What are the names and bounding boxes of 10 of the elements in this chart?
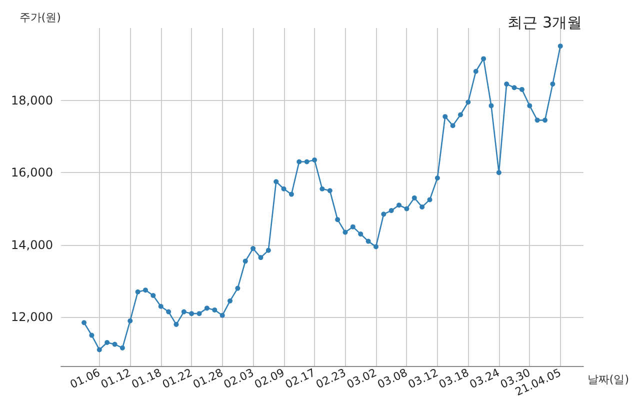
x-axis-title: 날짜(일) [587,373,630,386]
y-axis-title: 주가(원) [19,11,61,24]
x-tick-label: 01.12 [98,366,133,392]
chart-title: 최근 3개월 [508,14,582,32]
x-tick-label: 03.12 [406,366,440,392]
y-tick-label: 12,000 [10,310,53,324]
y-tick-label: 18,000 [10,93,53,108]
y-tick-label: 14,000 [10,238,53,252]
x-tick-label: 01.22 [160,366,194,392]
y-tick-label: 16,000 [10,166,53,180]
